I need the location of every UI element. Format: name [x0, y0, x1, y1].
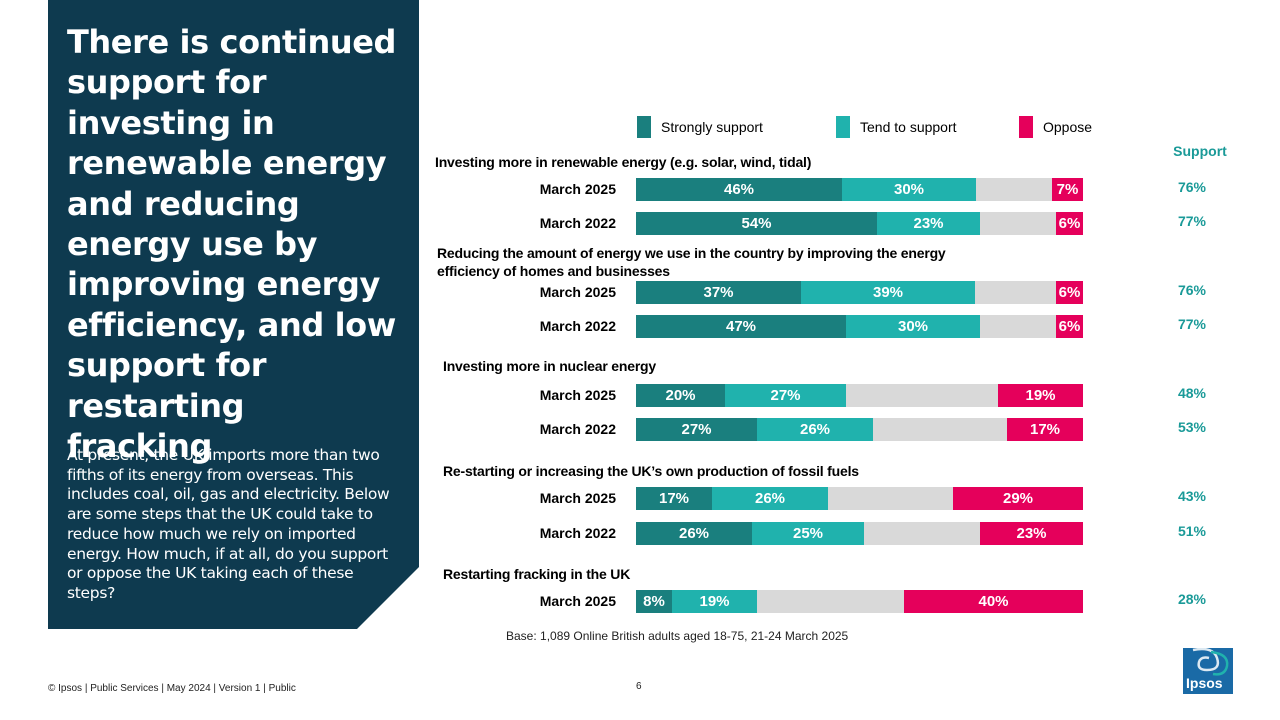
question-label: Investing more in renewable energy (e.g.…	[435, 154, 812, 170]
legend-swatch-strongly-support	[637, 116, 651, 138]
base-note: Base: 1,089 Online British adults aged 1…	[506, 629, 849, 643]
bar-segment-oppose: 6%	[1056, 281, 1083, 304]
bar-segment-strongly-support: 37%	[636, 281, 801, 304]
bar-segment-tend-to-support: 19%	[672, 590, 757, 613]
bar-segment-neutral	[975, 281, 1056, 304]
bar-segment-oppose: 6%	[1056, 315, 1083, 338]
bar-segment-strongly-support: 27%	[636, 418, 757, 441]
question-label: Investing more in nuclear energy	[443, 358, 656, 374]
logo-swirl-icon	[1192, 648, 1229, 676]
ipsos-logo: Ipsos	[1183, 648, 1233, 694]
bar-segment-neutral	[980, 212, 1056, 235]
row-label: March 2025	[539, 490, 616, 506]
row-label: March 2025	[539, 593, 616, 609]
question-label: Re-starting or increasing the UK’s own p…	[443, 463, 859, 479]
legend-swatch-tend-to-support	[836, 116, 850, 138]
bar-segment-tend-to-support: 26%	[757, 418, 873, 441]
legend-label-oppose: Oppose	[1043, 119, 1093, 135]
legend-label-tend-to-support: Tend to support	[860, 119, 957, 135]
bar-segment-tend-to-support: 26%	[712, 487, 828, 510]
support-total-label: 28%	[1177, 591, 1207, 607]
bar-segment-oppose: 40%	[904, 590, 1083, 613]
bar-segment-neutral	[873, 418, 1007, 441]
bar-segment-neutral	[864, 522, 980, 545]
row-label: March 2022	[539, 215, 616, 231]
bar-segment-neutral	[976, 178, 1052, 201]
row-label: March 2022	[539, 525, 616, 541]
support-column-header: Support	[1173, 143, 1227, 159]
question-label: Reducing the amount of energy we use in …	[437, 245, 946, 279]
bar-segment-oppose: 19%	[998, 384, 1083, 407]
support-total-label: 77%	[1177, 213, 1207, 229]
slide-title: There is continued support for investing…	[67, 23, 397, 466]
support-total-label: 53%	[1177, 419, 1207, 435]
bar-segment-oppose: 17%	[1007, 418, 1083, 441]
row-label: March 2025	[539, 181, 616, 197]
bar-segment-strongly-support: 47%	[636, 315, 846, 338]
bar-segment-neutral	[980, 315, 1056, 338]
bar-segment-strongly-support: 46%	[636, 178, 842, 201]
support-total-label: 51%	[1177, 523, 1207, 539]
bar-segment-strongly-support: 20%	[636, 384, 725, 407]
bar-segment-oppose: 7%	[1052, 178, 1083, 201]
row-label: March 2025	[539, 387, 616, 403]
bar-segment-strongly-support: 17%	[636, 487, 712, 510]
bar-segment-tend-to-support: 25%	[752, 522, 864, 545]
bar-segment-strongly-support: 26%	[636, 522, 752, 545]
footer-copyright: © Ipsos | Public Services | May 2024 | V…	[48, 683, 296, 694]
logo-wordmark: Ipsos	[1186, 675, 1223, 691]
legend-item-tend-to-support: Tend to support	[836, 116, 957, 138]
row-label: March 2022	[539, 318, 616, 334]
row-label: March 2022	[539, 421, 616, 437]
bar-segment-tend-to-support: 39%	[801, 281, 975, 304]
bar-segment-tend-to-support: 23%	[877, 212, 980, 235]
bar-segment-tend-to-support: 30%	[846, 315, 980, 338]
page-number: 6	[636, 681, 642, 692]
bar-segment-strongly-support: 8%	[636, 590, 672, 613]
support-total-label: 76%	[1177, 282, 1207, 298]
bar-segment-oppose: 29%	[953, 487, 1083, 510]
bar-segment-strongly-support: 54%	[636, 212, 877, 235]
legend-label-strongly-support: Strongly support	[661, 119, 763, 135]
bar-segment-oppose: 23%	[980, 522, 1083, 545]
support-total-label: 77%	[1177, 316, 1207, 332]
bar-segment-neutral	[828, 487, 953, 510]
row-label: March 2025	[539, 284, 616, 300]
bar-segment-tend-to-support: 27%	[725, 384, 846, 407]
slide-question-text: At present, the UK imports more than two…	[67, 446, 390, 602]
support-total-label: 43%	[1177, 488, 1207, 504]
title-panel	[48, 0, 419, 629]
legend-item-strongly-support: Strongly support	[637, 116, 763, 138]
support-total-label: 48%	[1177, 385, 1207, 401]
bar-segment-neutral	[757, 590, 904, 613]
support-total-label: 76%	[1177, 179, 1207, 195]
bar-segment-tend-to-support: 30%	[842, 178, 976, 201]
bar-segment-oppose: 6%	[1056, 212, 1083, 235]
legend-swatch-oppose	[1019, 116, 1033, 138]
legend-item-oppose: Oppose	[1019, 116, 1092, 138]
bar-segment-neutral	[846, 384, 998, 407]
question-label: Restarting fracking in the UK	[443, 566, 631, 582]
